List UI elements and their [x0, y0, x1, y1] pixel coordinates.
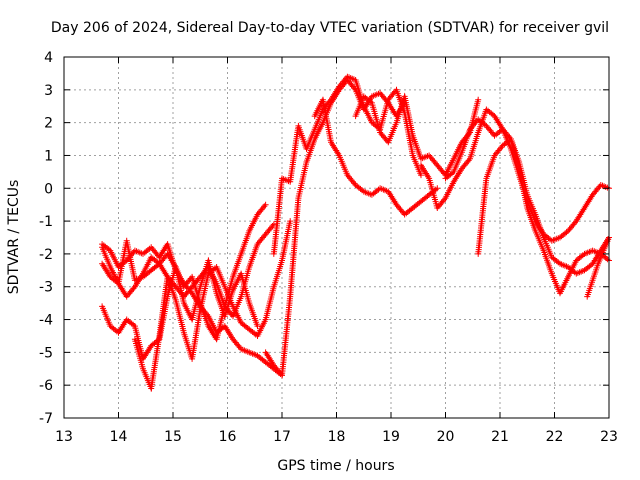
- series-sat-k: [475, 136, 612, 277]
- y-tick-label: -5: [39, 345, 53, 361]
- x-tick-label: 21: [491, 429, 509, 445]
- series-markers: [99, 257, 261, 362]
- y-tick-label: -4: [39, 313, 53, 329]
- y-tick-label: -7: [39, 411, 53, 427]
- series-trace: [420, 107, 610, 296]
- x-tick-label: 22: [546, 429, 564, 445]
- series-sat-e: [131, 218, 294, 393]
- y-axis-title: SDTVAR / TECUs: [6, 180, 22, 295]
- x-axis-title: GPS time / hours: [277, 458, 394, 474]
- x-tick-label: 17: [273, 429, 291, 445]
- x-tick-label: 18: [328, 429, 346, 445]
- series-sat-b: [99, 201, 269, 343]
- x-tick-label: 19: [382, 429, 400, 445]
- x-tick-label: 13: [55, 429, 73, 445]
- tick-labels: 13 14 15 16 17 18 19 20 21 22 2343210-1-2-3-4-5-6-…: [39, 50, 618, 445]
- series-trace: [444, 117, 610, 242]
- series-markers: [475, 136, 612, 277]
- y-tick-label: -3: [39, 280, 53, 296]
- series-markers: [131, 218, 294, 392]
- series-markers: [442, 116, 612, 244]
- x-tick-label: 23: [600, 429, 618, 445]
- y-tick-label: 2: [44, 116, 53, 132]
- y-tick-label: 4: [44, 50, 53, 66]
- grid: [64, 57, 609, 418]
- x-tick-label: 15: [164, 429, 182, 445]
- series-markers: [311, 96, 441, 218]
- x-tick-label: 20: [437, 429, 455, 445]
- y-tick-label: 0: [44, 181, 53, 197]
- series-sat-j: [418, 106, 612, 297]
- y-tick-label: 3: [44, 83, 53, 99]
- chart-title: Day 206 of 2024, Sidereal Day-to-day VTE…: [51, 20, 609, 36]
- series-markers: [418, 106, 612, 297]
- series-sat-l: [442, 116, 612, 244]
- series-sat-h: [311, 96, 441, 218]
- series-sat-m: [584, 234, 612, 300]
- y-tick-label: -2: [39, 247, 53, 263]
- series-markers: [584, 234, 612, 300]
- y-tick-label: -1: [39, 214, 53, 230]
- series-sat-d: [99, 256, 261, 362]
- series-layer: [99, 73, 612, 393]
- y-tick-label: 1: [44, 148, 53, 164]
- x-tick-label: 14: [110, 429, 128, 445]
- y-tick-label: -6: [39, 378, 53, 394]
- x-tick-label: 16: [219, 429, 237, 445]
- ticks: [63, 56, 610, 419]
- series-markers: [270, 73, 424, 257]
- series-sat-g: [270, 73, 424, 257]
